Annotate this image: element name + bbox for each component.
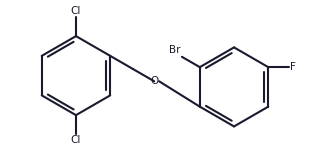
- Text: Cl: Cl: [71, 6, 81, 16]
- Text: F: F: [290, 62, 296, 72]
- Text: O: O: [150, 76, 158, 86]
- Text: Cl: Cl: [71, 135, 81, 145]
- Text: Br: Br: [169, 45, 180, 55]
